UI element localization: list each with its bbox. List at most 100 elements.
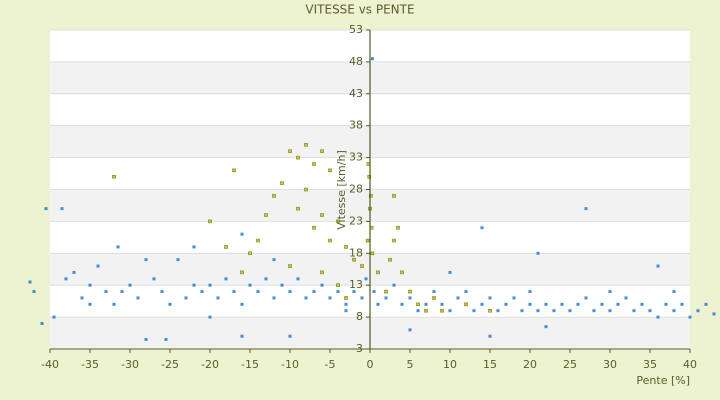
point xyxy=(616,302,620,306)
point xyxy=(364,277,368,281)
point xyxy=(400,270,404,275)
point xyxy=(296,155,300,160)
point xyxy=(152,277,156,281)
y-tick-label: 53 xyxy=(349,23,363,36)
point xyxy=(104,290,108,294)
point xyxy=(336,290,340,294)
point xyxy=(520,309,524,313)
point xyxy=(432,296,436,300)
point xyxy=(360,296,364,300)
point xyxy=(370,251,375,256)
y-axis-label: Vitesse [km/h] xyxy=(335,150,348,230)
point xyxy=(448,270,452,274)
x-tick-label: -40 xyxy=(41,358,59,371)
point xyxy=(136,296,140,300)
point xyxy=(408,328,412,332)
y-tick-label: 33 xyxy=(349,151,363,164)
point xyxy=(372,290,376,294)
y-tick-label: 13 xyxy=(349,278,363,291)
y-tick-label: 28 xyxy=(349,183,363,196)
point xyxy=(512,296,516,300)
point xyxy=(280,181,284,185)
point xyxy=(608,309,612,313)
point xyxy=(288,334,292,338)
point xyxy=(32,290,36,294)
point xyxy=(232,168,236,173)
point xyxy=(640,302,644,306)
point xyxy=(384,296,388,300)
point xyxy=(328,168,332,173)
point xyxy=(370,57,374,61)
point xyxy=(544,302,548,306)
point xyxy=(344,309,348,313)
point xyxy=(480,302,484,306)
point xyxy=(240,232,244,236)
point xyxy=(96,264,100,268)
point xyxy=(696,309,700,313)
point xyxy=(320,213,324,217)
point xyxy=(272,296,276,300)
point xyxy=(44,207,48,211)
point xyxy=(248,283,252,287)
point xyxy=(560,302,564,306)
point xyxy=(312,162,316,166)
point xyxy=(112,302,116,306)
point xyxy=(464,302,468,307)
point xyxy=(396,226,400,230)
x-tick-label: -35 xyxy=(81,358,99,371)
point xyxy=(176,258,180,262)
point xyxy=(552,309,556,313)
point xyxy=(656,315,660,319)
point xyxy=(488,334,492,338)
point xyxy=(688,315,692,319)
point xyxy=(488,296,492,300)
point xyxy=(344,302,348,306)
point xyxy=(296,277,300,281)
point xyxy=(392,238,396,243)
point xyxy=(376,270,380,275)
point xyxy=(672,290,676,294)
point xyxy=(664,302,668,306)
point xyxy=(360,264,364,268)
point xyxy=(648,309,652,313)
point xyxy=(680,302,684,306)
point xyxy=(320,270,324,275)
x-tick-label: -15 xyxy=(241,358,259,371)
point xyxy=(112,174,116,179)
point xyxy=(312,290,316,294)
point xyxy=(416,309,420,313)
point xyxy=(448,309,452,313)
point xyxy=(264,277,268,281)
point xyxy=(376,302,380,306)
point xyxy=(80,296,84,300)
point xyxy=(320,283,324,287)
point xyxy=(392,283,396,287)
point xyxy=(280,283,284,287)
point xyxy=(472,309,476,313)
point xyxy=(28,280,32,284)
point xyxy=(192,245,196,249)
point xyxy=(504,302,508,306)
x-tick-label: 20 xyxy=(523,358,537,371)
point xyxy=(304,187,308,192)
point xyxy=(536,309,540,313)
point xyxy=(388,257,392,262)
x-tick-label: 25 xyxy=(563,358,577,371)
point xyxy=(256,238,260,243)
point xyxy=(88,283,92,287)
point xyxy=(496,309,500,313)
point xyxy=(164,337,168,341)
point xyxy=(600,302,604,306)
point xyxy=(632,309,636,313)
point xyxy=(568,309,572,313)
y-tick-label: 23 xyxy=(349,214,363,227)
point xyxy=(208,219,212,224)
point xyxy=(272,258,276,262)
point xyxy=(60,207,64,211)
point xyxy=(656,264,660,268)
point xyxy=(240,334,244,338)
point xyxy=(369,194,373,198)
point xyxy=(240,302,244,306)
point xyxy=(344,296,348,300)
